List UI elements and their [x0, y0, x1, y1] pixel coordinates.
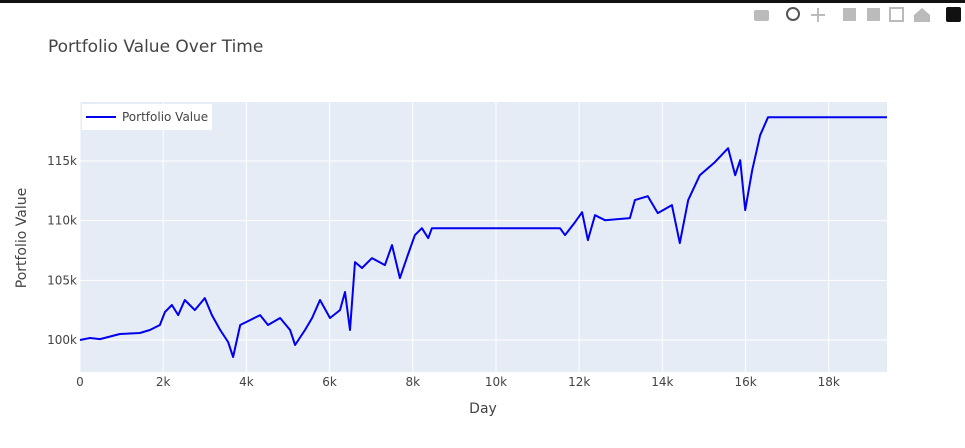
x-tick-label: 16k — [734, 375, 756, 389]
x-axis-title: Day — [469, 401, 497, 417]
x-tick-label: 10k — [485, 375, 507, 389]
x-tick-label: 6k — [322, 375, 337, 389]
chart-title: Portfolio Value Over Time — [48, 37, 263, 57]
x-tick-label: 2k — [156, 375, 171, 389]
x-tick-label: 18k — [818, 375, 840, 389]
zoom-in-icon[interactable] — [843, 8, 856, 21]
x-tick-label: 4k — [239, 375, 254, 389]
x-tick-label: 8k — [405, 375, 420, 389]
pan-icon[interactable] — [811, 8, 825, 22]
modebar[interactable] — [754, 7, 961, 22]
zoom-out-icon[interactable] — [867, 8, 880, 21]
y-tick-label: 115k — [47, 154, 77, 168]
series-line — [79, 116, 887, 358]
reset-icon[interactable] — [914, 8, 930, 22]
legend-label: Portfolio Value — [122, 110, 208, 124]
x-tick-label: 14k — [651, 375, 673, 389]
y-tick-label: 110k — [47, 214, 77, 228]
top-border — [0, 0, 965, 3]
zoom-icon[interactable] — [786, 7, 800, 21]
legend: Portfolio Value — [82, 104, 212, 130]
x-tick-label: 12k — [568, 375, 590, 389]
autoscale-icon[interactable] — [889, 7, 904, 22]
y-tick-label: 100k — [47, 333, 77, 347]
y-axis-title: Portfolio Value — [14, 188, 30, 289]
plot-area — [80, 102, 887, 372]
plotly-logo[interactable] — [946, 7, 961, 22]
camera-icon[interactable] — [754, 10, 769, 21]
x-tick-label: 0 — [76, 375, 84, 389]
y-tick-label: 105k — [47, 273, 77, 287]
